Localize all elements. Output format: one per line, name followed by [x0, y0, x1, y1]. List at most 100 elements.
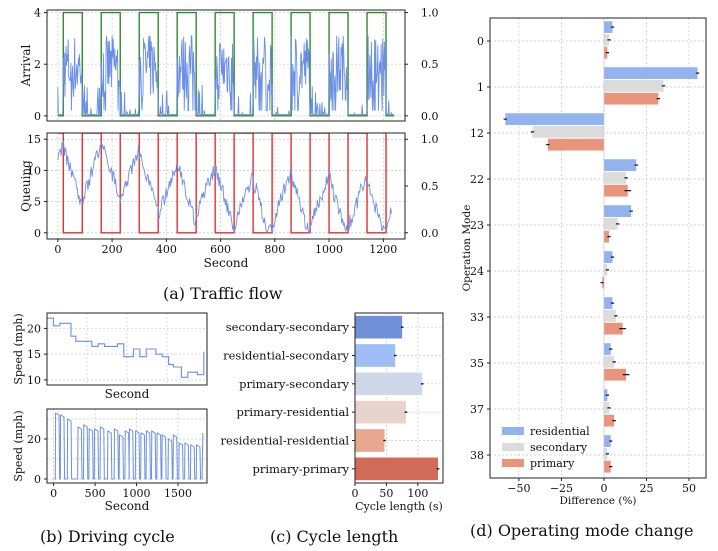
queuing-ytick-label: 0 [34, 227, 41, 240]
cycle-bar-primary-secondary [355, 372, 423, 396]
mode-category-label: 37 [470, 403, 484, 416]
speed-bottom-xtick-label: 1000 [123, 487, 151, 500]
speed-top-ylabel: Speed (mph) [12, 313, 25, 384]
speed-bottom-xtick-label: 500 [85, 487, 106, 500]
mode-bar-residential-22 [603, 159, 637, 171]
mode-bar-primary-38 [603, 460, 611, 473]
caption-operating-mode-change: (d) Operating mode change [470, 521, 694, 540]
queuing-xtick-label: 1200 [369, 243, 397, 256]
cycle-category-label: residential-secondary [223, 349, 349, 363]
cycle-bar-residential-secondary [355, 344, 396, 367]
mode-bar-residential-0 [603, 21, 613, 33]
speed-bottom-ylabel: Speed (mph) [12, 410, 25, 481]
speed-top-ytick-label: 20 [27, 322, 41, 335]
mode-category-label: 12 [470, 127, 484, 140]
cycle-xtick-label: 50 [379, 487, 393, 500]
legend-swatch-residential [502, 427, 524, 435]
cycle-bar-primary-residential [355, 400, 406, 424]
mode-xlabel: Difference (%) [559, 495, 636, 507]
mode-bar-primary-22 [603, 184, 628, 197]
mode-bar-primary-12 [547, 138, 604, 151]
mode-xtick-label: 0 [600, 482, 607, 495]
legend-label-secondary: secondary [530, 441, 588, 454]
queuing-ytick-label: 10 [27, 164, 41, 177]
arrival-signal-line [57, 11, 395, 117]
cycle-bar-secondary-secondary [355, 315, 403, 339]
mode-bar-residential-33 [603, 297, 613, 309]
legend-label-primary: primary [530, 457, 575, 470]
mode-xtick-label: −25 [550, 482, 573, 495]
queuing-xtick-label: 200 [102, 243, 123, 256]
queuing-ytick-label: 15 [27, 133, 41, 146]
queuing-xtick-label: 600 [210, 243, 231, 256]
mode-bar-residential-24 [603, 251, 613, 263]
mode-xtick-label: −50 [507, 482, 530, 495]
mode-bar-secondary-35 [603, 355, 615, 368]
mode-bar-residential-12 [505, 113, 604, 125]
mode-category-label: 22 [470, 173, 484, 186]
mode-bar-primary-23 [603, 230, 610, 243]
queuing-ytick-label: 5 [34, 196, 41, 209]
mode-bar-secondary-37 [603, 401, 610, 414]
queuing-xtick-label: 1000 [315, 243, 343, 256]
speed-bottom-ytick-label: 20 [27, 433, 41, 446]
queuing-xtick-label: 400 [156, 243, 177, 256]
arrival-y2tick-label: 1.0 [421, 7, 439, 20]
mode-bar-residential-35 [603, 343, 611, 355]
mode-bar-secondary-1 [603, 79, 664, 92]
cycle-bar-residential-residential [355, 429, 385, 452]
speed-bottom-xtick-label: 1500 [164, 487, 192, 500]
caption-traffic-flow: (a) Traffic flow [163, 284, 283, 303]
mode-bar-secondary-12 [532, 125, 604, 138]
speed-top-line [47, 317, 205, 378]
queuing-signal-line [57, 133, 387, 234]
queuing-xtick-label: 800 [264, 243, 285, 256]
cycle-xlabel: Cycle length (s) [355, 500, 443, 513]
mode-category-label: 24 [470, 265, 484, 278]
mode-category-label: 33 [470, 311, 484, 324]
mode-xtick-label: 25 [639, 482, 653, 495]
cycle-xtick-label: 0 [352, 487, 359, 500]
speed-bottom-ytick-label: 0 [34, 473, 41, 486]
caption-driving-cycle: (b) Driving cycle [40, 527, 175, 546]
queuing-y2tick-label: 1.0 [421, 133, 439, 146]
arrival-ytick-label: 0 [34, 110, 41, 123]
mode-category-label: 38 [470, 449, 484, 462]
queuing-y2tick-label: 0.0 [421, 227, 439, 240]
legend-label-residential: residential [530, 425, 590, 438]
mode-ylabel: Operation Mode [461, 205, 473, 292]
queuing-xtick-label: 0 [54, 243, 61, 256]
legend-swatch-primary [502, 459, 524, 467]
mode-axes-frame [489, 17, 707, 479]
legend-swatch-secondary [502, 443, 524, 451]
mode-bar-primary-35 [603, 368, 627, 381]
arrival-ytick-label: 4 [34, 7, 41, 20]
arrival-ylabel: Arrival [19, 44, 33, 87]
mode-bar-secondary-33 [603, 309, 616, 322]
speed-top-axes-frame [46, 312, 208, 386]
mode-category-label: 35 [470, 357, 484, 370]
speed-bottom-line [53, 412, 204, 480]
mode-xtick-label: 50 [682, 482, 696, 495]
queuing-ylabel: Queuing [19, 160, 33, 212]
arrival-axes-frame [46, 9, 406, 122]
arrival-ytick-label: 2 [34, 58, 41, 71]
speed-bottom-axes-frame [46, 408, 208, 484]
speed-bottom-xtick-label: 0 [50, 487, 57, 500]
cycle-category-label: primary-residential [237, 405, 350, 419]
cycle-category-label: residential-residential [221, 434, 350, 448]
cycle-xtick-label: 100 [407, 487, 428, 500]
arrival-y2tick-label: 0.5 [421, 58, 439, 71]
mode-bar-secondary-0 [603, 33, 610, 46]
arrival-y2tick-label: 0.0 [421, 110, 439, 123]
cycle-category-label: primary-primary [253, 462, 350, 476]
queuing-y2tick-label: 0.5 [421, 180, 439, 193]
speed-bottom-xlabel: Second [105, 499, 150, 513]
mode-bar-secondary-22 [603, 171, 627, 184]
cycle-category-label: secondary-secondary [226, 320, 350, 334]
queuing-xlabel: Second [204, 256, 249, 270]
mode-bar-primary-33 [603, 322, 623, 335]
mode-category-label: 23 [470, 219, 484, 232]
mode-category-label: 0 [477, 35, 484, 48]
